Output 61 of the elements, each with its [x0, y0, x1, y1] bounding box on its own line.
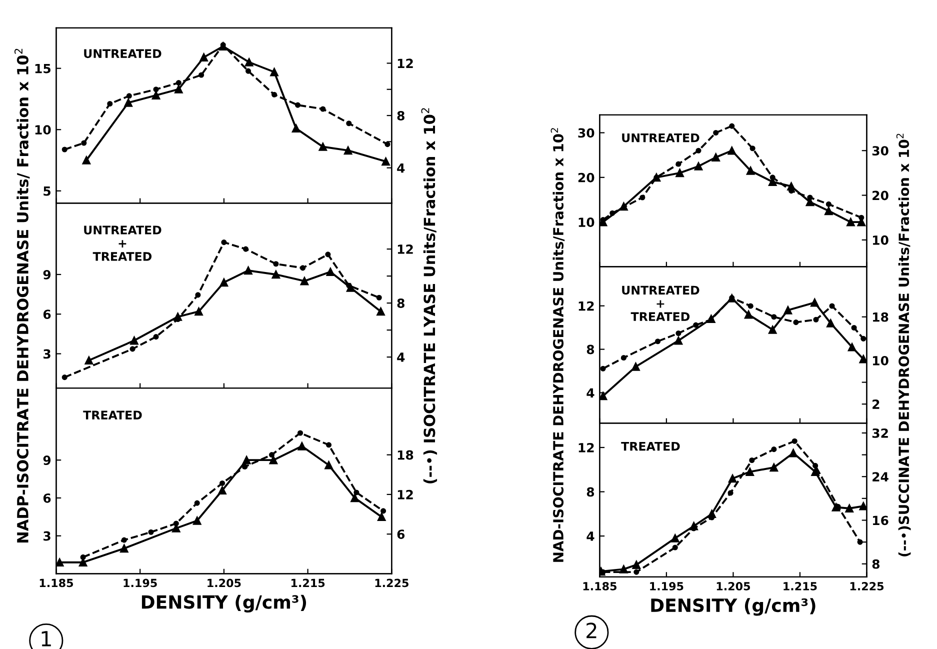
y-tick-label: 4 [586, 532, 594, 541]
annotation: UNTREATED + TREATED [622, 286, 700, 321]
annotation: TREATED [621, 442, 680, 451]
y2-tick-label: 16 [872, 516, 888, 526]
annotation: UNTREATED [622, 133, 700, 142]
y-tick-label: 6 [43, 493, 51, 503]
y2-tick-label: 8 [397, 110, 404, 120]
y2-tick-label: 24 [872, 472, 888, 482]
y2-axis-title: (--•) ISOCITRATE LYASE Units/Fraction x 10$^{2}$ [421, 108, 438, 484]
y2-tick-label: 18 [872, 312, 888, 322]
y-tick-label: 5 [44, 186, 50, 196]
y2-tick-label: 12 [398, 58, 413, 68]
x-axis-title: DENSITY (g/cm³) [142, 594, 306, 612]
y-axis-title: NAD-ISOCITRATE DEHYDROGENASE Units/Fraction x 10$^{2}$ [550, 128, 565, 562]
x-tick-label: 1.185 [583, 582, 616, 590]
y2-tick-label: 6 [397, 530, 405, 540]
y-tick-label: 12 [578, 301, 594, 311]
annotation: UNTREATED + TREATED [84, 226, 162, 261]
y2-tick-label: 8 [397, 298, 404, 308]
x-tick-label: 1.185 [40, 578, 74, 588]
y-tick-label: 8 [586, 344, 594, 354]
x-axis-title: DENSITY (g/cm³) [651, 598, 816, 616]
y2-tick-label: 12 [398, 244, 413, 254]
y-tick-label: 10 [35, 125, 51, 135]
annotation: TREATED [83, 410, 142, 420]
y-tick-label: 6 [43, 310, 51, 320]
y2-tick-label: 8 [872, 559, 880, 569]
y2-tick-label: 4 [397, 352, 405, 362]
x-tick-label: 1.225 [850, 582, 884, 590]
y-tick-label: 30 [578, 128, 594, 138]
y-tick-label: 20 [578, 172, 594, 182]
y2-axis-title: (--•)SUCCINATE DEHYDROGENASE Units/Fraction x 10$^{2}$ [896, 134, 911, 556]
y-tick-label: 9 [43, 270, 51, 280]
x-tick-label: 1.225 [375, 578, 408, 588]
y2-tick-label: 20 [872, 190, 888, 200]
text: 1 [42, 631, 51, 646]
x-tick-label: 1.195 [650, 582, 684, 590]
y-tick-label: 3 [44, 531, 50, 541]
text: 2 [586, 622, 596, 638]
y-tick-label: 9 [43, 456, 51, 465]
y2-tick-label: 30 [872, 146, 888, 156]
y2-tick-label: 4 [397, 163, 405, 173]
x-tick-label: 1.215 [291, 578, 325, 588]
y-tick-label: 4 [586, 388, 594, 398]
y-tick-label: 15 [35, 64, 50, 74]
y-tick-label: 12 [578, 442, 594, 452]
y-axis-title: NADP-ISOCITRATE DEHYDROGENASE Units/ Fraction x 10$^{2}$ [14, 48, 30, 542]
y2-tick-label: 10 [872, 235, 888, 245]
y-tick-label: 3 [44, 349, 50, 359]
x-tick-label: 1.195 [124, 578, 157, 588]
y2-tick-label: 10 [872, 356, 888, 366]
y-tick-label: 10 [578, 218, 594, 227]
annotation: UNTREATED [84, 49, 162, 58]
y2-tick-label: 2 [872, 400, 880, 409]
y2-tick-label: 32 [872, 428, 888, 438]
y2-tick-label: 18 [398, 450, 414, 460]
y2-tick-label: 12 [398, 490, 413, 500]
x-tick-label: 1.205 [208, 578, 241, 588]
y-tick-label: 8 [586, 487, 594, 497]
x-tick-label: 1.215 [784, 582, 817, 590]
x-tick-label: 1.205 [716, 582, 750, 590]
